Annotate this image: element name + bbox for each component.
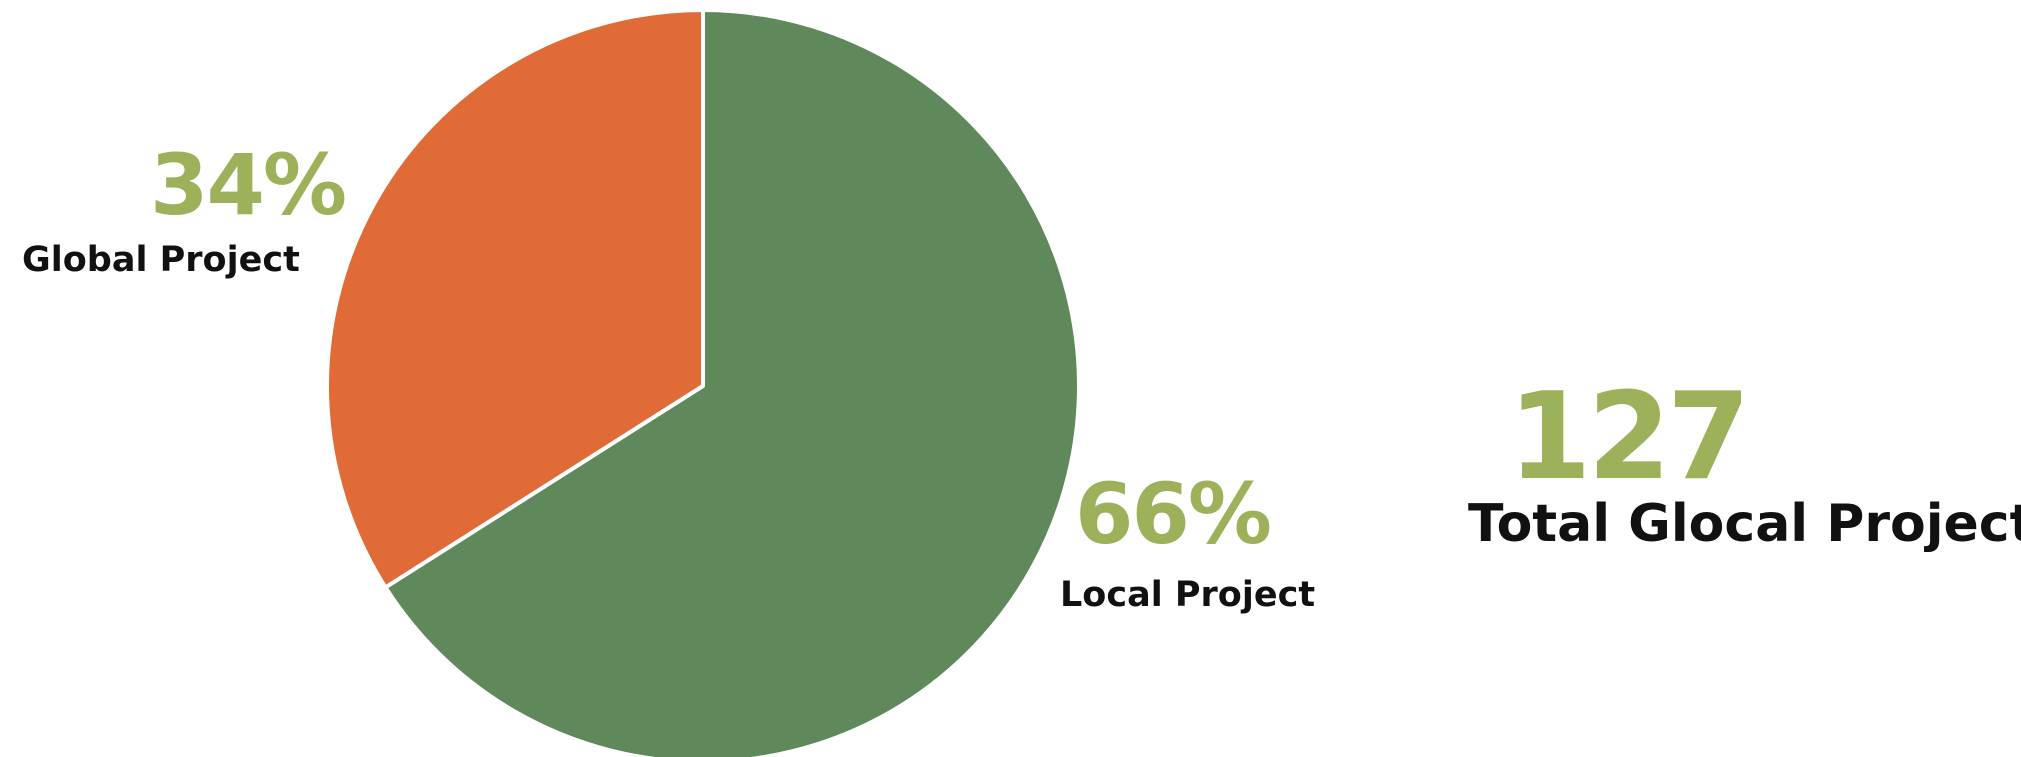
total-project-count: 127 xyxy=(1508,368,1750,507)
slice-category-label-local: Local Project xyxy=(1060,575,1316,615)
slice-value-label-local: 66% xyxy=(1075,465,1272,563)
total-project-label: Total Glocal Project xyxy=(1468,494,2021,554)
pie-slices xyxy=(325,8,1081,757)
pie-slice-global xyxy=(325,8,705,590)
slice-category-label-global: Global Project xyxy=(22,240,300,280)
slice-value-label-global: 34% xyxy=(150,136,347,234)
pie-slice-local xyxy=(383,8,1081,757)
